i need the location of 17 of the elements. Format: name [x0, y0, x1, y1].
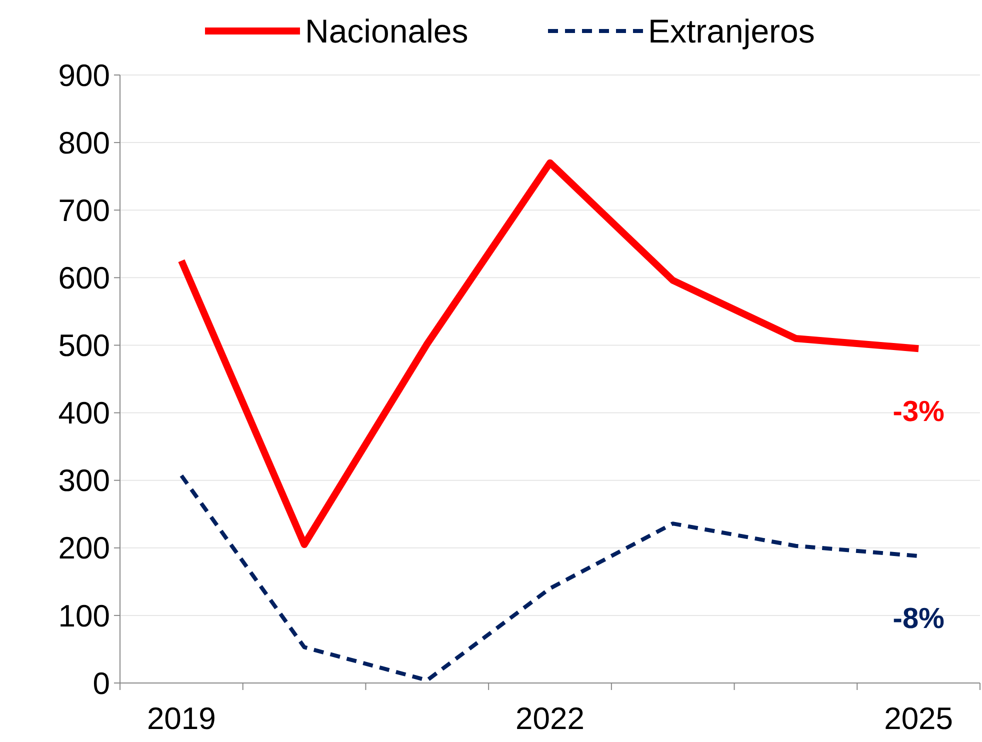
y-tick-label: 0 [92, 666, 110, 701]
y-tick-label: 600 [58, 260, 110, 296]
x-tick-label: 2025 [884, 701, 954, 736]
y-tick-label: 900 [58, 58, 110, 93]
annotation: -8% [892, 603, 945, 636]
annotation: -3% [892, 396, 945, 428]
y-tick-label: 200 [58, 530, 110, 566]
y-tick-label: 400 [58, 396, 110, 431]
y-tick-label: 300 [58, 463, 110, 498]
x-tick-label: 2019 [146, 701, 216, 736]
x-tick-label: 2022 [516, 701, 584, 736]
y-tick-label: 500 [58, 328, 110, 364]
legend-label: Extranjeros [648, 12, 815, 50]
y-tick-label: 800 [58, 125, 110, 160]
y-tick-label: 100 [58, 598, 110, 634]
y-tick-label: 700 [58, 192, 110, 228]
legend-label: Nacionales [305, 12, 468, 50]
